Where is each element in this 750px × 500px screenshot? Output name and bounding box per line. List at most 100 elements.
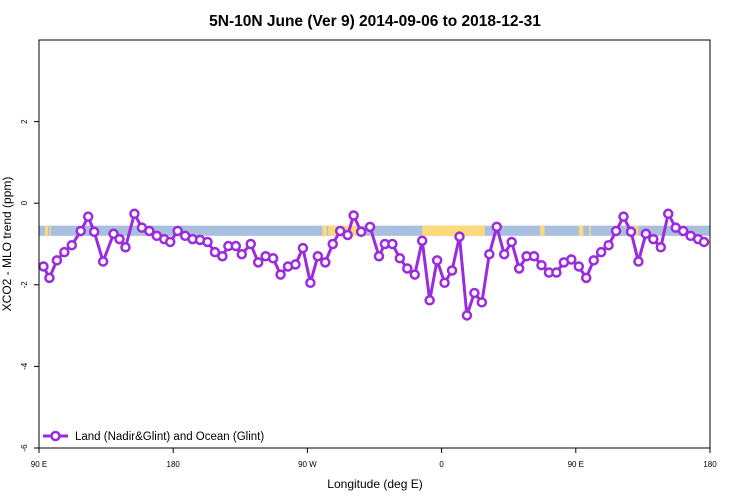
chart-title: 5N-10N June (Ver 9) 2014-09-06 to 2018-1… (209, 13, 541, 30)
x-tick-label: 180 (703, 460, 717, 469)
data-point (267, 253, 279, 264)
data-point (446, 265, 458, 276)
data-point (625, 226, 637, 238)
data-point (588, 255, 599, 266)
data-point (633, 256, 644, 267)
land-segment (422, 225, 485, 236)
data-point (312, 250, 324, 262)
data-point (342, 229, 353, 241)
data-point (290, 259, 301, 270)
data-point (82, 211, 94, 222)
data-point (66, 239, 78, 251)
y-tick-label: -6 (20, 444, 29, 452)
data-point (38, 261, 49, 272)
x-tick-label: 0 (439, 460, 444, 469)
data-point (217, 250, 228, 262)
data-point (580, 272, 592, 284)
data-point (506, 236, 517, 248)
data-point (677, 225, 689, 237)
y-axis-label: XCO2 - MLO trend (ppm) (0, 177, 14, 312)
land-segment (578, 225, 584, 236)
legend: Land (Nadir&Glint) and Ocean (Glint) (43, 430, 264, 443)
data-point (610, 225, 622, 237)
data-point (491, 221, 503, 233)
data-point (59, 246, 70, 258)
data-point (88, 226, 100, 238)
data-point (373, 250, 385, 262)
data-point (364, 221, 376, 233)
data-point (662, 208, 674, 220)
data-point (97, 256, 109, 267)
legend-marker-swatch (50, 430, 61, 442)
data-point (120, 242, 131, 253)
data-point (655, 242, 667, 253)
data-point (454, 231, 465, 242)
data-point (498, 248, 510, 260)
data-point (252, 257, 264, 268)
data-point (144, 225, 155, 237)
x-tick-label: 90 E (568, 460, 584, 469)
data-point (536, 259, 547, 271)
y-axis: -6 -4 -2 0 2 (20, 119, 39, 452)
data-point (469, 287, 480, 299)
data-point (648, 233, 659, 245)
x-tick-label: 90 W (298, 460, 317, 469)
data-point (129, 208, 140, 220)
data-point (461, 310, 473, 321)
land-segment (322, 225, 327, 236)
data-point (334, 225, 346, 237)
plot-area-frame (38, 39, 711, 449)
data-point (640, 228, 652, 240)
data-point (402, 263, 413, 274)
y-tick-label: -4 (20, 362, 29, 370)
data-point (245, 238, 256, 250)
land-segment (633, 225, 639, 236)
data-point (209, 246, 221, 258)
data-point (698, 236, 710, 248)
data-point (551, 267, 562, 278)
data-point (513, 263, 525, 274)
series-layer (38, 208, 710, 321)
data-point (424, 295, 435, 306)
x-axis: 90 E 180 90 W 0 90 E 180 (31, 448, 717, 469)
data-point (566, 254, 577, 265)
data-point (484, 248, 495, 260)
data-point (595, 246, 607, 258)
data-point (603, 239, 614, 251)
data-point (51, 255, 63, 266)
legend-label: Land (Nadir&Glint) and Ocean (Glint) (75, 431, 264, 443)
data-point (394, 253, 406, 264)
data-point (387, 238, 398, 250)
land-segment (589, 225, 591, 236)
data-point (476, 297, 488, 308)
land-segment (44, 225, 48, 236)
data-point (75, 225, 87, 237)
data-point (528, 250, 540, 262)
x-axis-label: Longitude (deg E) (327, 477, 422, 491)
y-tick-label: 2 (20, 119, 29, 124)
y-tick-label: -2 (20, 281, 29, 289)
data-point (439, 277, 450, 289)
ocean-band (39, 225, 710, 236)
data-point (431, 255, 443, 266)
y-tick-label: 0 (20, 200, 29, 205)
data-point (409, 269, 421, 280)
data-point (230, 240, 242, 252)
data-point (320, 257, 331, 268)
data-point (202, 236, 213, 248)
data-point (236, 248, 248, 260)
data-point (416, 235, 428, 246)
data-point (297, 242, 309, 254)
data-point (348, 210, 359, 221)
data-point (164, 236, 176, 248)
data-point (44, 272, 55, 284)
data-point (305, 277, 316, 289)
data-point (355, 226, 367, 238)
x-tick-label: 180 (167, 460, 181, 469)
x-tick-label: 90 E (31, 460, 47, 469)
data-point (618, 211, 629, 222)
land-segment (49, 225, 51, 236)
data-point (275, 269, 286, 280)
data-point (114, 233, 125, 245)
